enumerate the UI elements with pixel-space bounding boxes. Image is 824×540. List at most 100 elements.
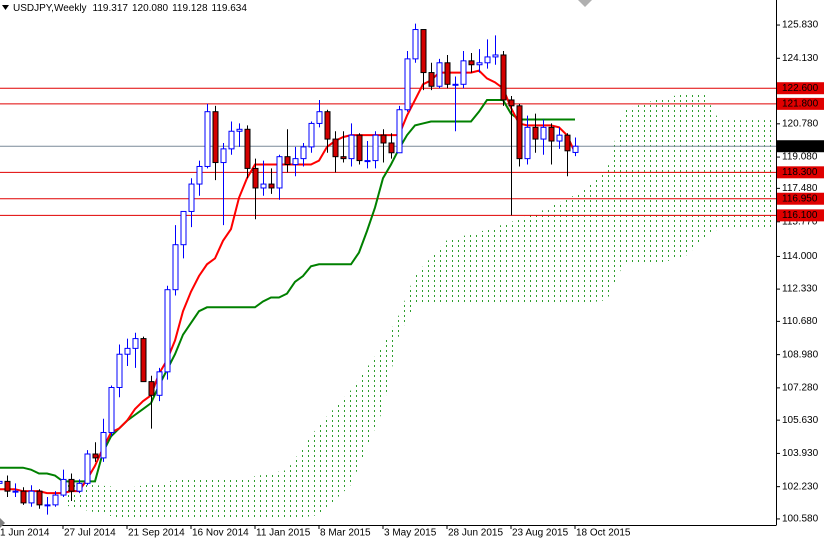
candle-body xyxy=(180,210,187,246)
level-label: 122.600 xyxy=(782,83,819,94)
candle-body xyxy=(220,148,227,164)
candle-body xyxy=(60,478,67,496)
candle-body xyxy=(292,158,299,166)
kijun-line xyxy=(0,98,575,483)
candle-body xyxy=(428,72,435,87)
y-tick-label: 124.130 xyxy=(782,53,819,64)
candle-body xyxy=(212,111,219,164)
candle-body xyxy=(92,453,99,459)
candle-body xyxy=(404,58,411,111)
candle-body xyxy=(228,130,235,150)
candle-body xyxy=(308,122,315,148)
candle-body xyxy=(412,29,419,60)
start-marker xyxy=(0,518,5,528)
candle-body xyxy=(148,381,155,396)
candle-body xyxy=(188,183,195,212)
last-price-label-bg xyxy=(777,140,824,153)
y-tick-label: 125.830 xyxy=(782,20,819,31)
candle-body xyxy=(276,156,283,189)
y-tick-label: 117.480 xyxy=(782,183,818,194)
candle-body xyxy=(52,494,59,506)
candle-body xyxy=(564,134,571,152)
candle-body xyxy=(76,482,83,492)
level-label-bg xyxy=(777,166,824,179)
x-tick-label: 27 Jul 2014 xyxy=(64,528,116,539)
x-tick-label: 18 Oct 2015 xyxy=(576,528,631,539)
candle-body xyxy=(44,504,51,507)
y-tick-label: 108.980 xyxy=(782,349,819,360)
candle-body xyxy=(268,183,275,189)
level-label: 118.300 xyxy=(782,167,818,178)
candle-body xyxy=(540,126,547,140)
candle-body xyxy=(524,126,531,160)
candle-body xyxy=(388,142,395,154)
candle-body xyxy=(444,62,451,85)
quote-value: 119.128 xyxy=(172,3,208,14)
level-label-bg xyxy=(777,192,824,205)
candle-body xyxy=(548,126,555,142)
candle-body xyxy=(164,289,171,373)
candle-body xyxy=(116,353,123,388)
symbol: USDJPY,Weekly xyxy=(13,3,87,14)
candle-body xyxy=(172,244,179,291)
candle-body xyxy=(28,490,35,504)
candle-body xyxy=(340,156,347,160)
plot-area xyxy=(0,23,776,520)
level-label: 116.100 xyxy=(782,210,818,221)
candle-body xyxy=(380,134,387,144)
candle-body xyxy=(12,490,19,493)
candle-body xyxy=(516,105,523,160)
candle-body xyxy=(372,134,379,162)
candle-body xyxy=(36,490,43,506)
x-tick-label: 28 Jun 2015 xyxy=(448,528,503,539)
x-tick-label: 23 Aug 2015 xyxy=(512,528,569,539)
candle-body xyxy=(420,29,427,74)
candle-body xyxy=(284,156,291,166)
x-tick-label: 3 May 2015 xyxy=(384,528,437,539)
candle-body xyxy=(84,453,91,484)
candle-body xyxy=(356,134,363,162)
candle-body xyxy=(204,111,211,167)
candle-body xyxy=(0,480,3,484)
y-tick-label: 112.330 xyxy=(782,284,818,295)
x-tick-label: 11 Jan 2015 xyxy=(256,528,311,539)
candle-body xyxy=(4,480,11,492)
x-tick-label: 21 Sep 2014 xyxy=(128,528,185,539)
level-label-bg xyxy=(777,209,824,222)
candle-body xyxy=(132,338,139,349)
quote-value: 119.317 xyxy=(93,3,129,14)
candle-body xyxy=(348,134,355,160)
candle-body xyxy=(108,386,115,433)
shift-marker xyxy=(578,0,592,7)
y-tick-label: 105.630 xyxy=(782,415,819,426)
candle-body xyxy=(124,347,131,355)
candle-body xyxy=(396,109,403,154)
y-tick-label: 119.080 xyxy=(782,152,818,163)
level-label-bg xyxy=(777,82,824,95)
candle-body xyxy=(20,490,27,504)
x-tick-label: 16 Nov 2014 xyxy=(192,528,249,539)
candle-body xyxy=(332,138,339,158)
candle-body xyxy=(196,165,203,185)
candle-body xyxy=(244,128,251,169)
candle-body xyxy=(532,126,539,140)
candle-body xyxy=(260,183,267,189)
candle-body xyxy=(252,167,259,189)
candle-body xyxy=(500,54,507,101)
level-label: 121.800 xyxy=(782,99,819,110)
candle-body xyxy=(324,111,331,140)
candle-body xyxy=(484,56,491,64)
candle-body xyxy=(460,60,467,85)
quote-value: 119.634 xyxy=(212,3,248,14)
candle-body xyxy=(492,54,499,58)
candle-body xyxy=(468,60,475,66)
y-tick-label: 110.680 xyxy=(782,316,818,327)
candle-body xyxy=(364,160,371,163)
candle-body xyxy=(156,371,163,396)
candle-body xyxy=(236,128,243,132)
candle-body xyxy=(452,83,459,86)
